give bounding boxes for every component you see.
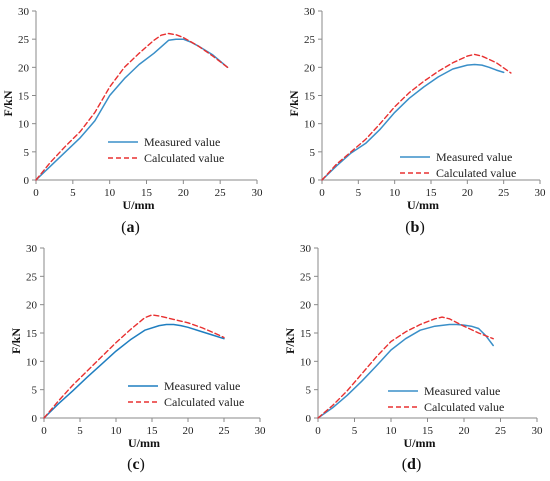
panel-label: (a) <box>121 219 140 236</box>
x-tick-label: 20 <box>459 425 471 437</box>
x-axis-label: U/mm <box>123 198 155 212</box>
y-tick-label: 15 <box>26 328 38 340</box>
x-axis-label: U/mm <box>407 198 439 212</box>
x-tick-label: 25 <box>495 425 507 437</box>
y-tick-label: 0 <box>306 413 312 425</box>
x-tick-label: 25 <box>215 187 227 199</box>
series-line-calculated <box>321 53 512 181</box>
x-tick-label: 0 <box>319 187 325 199</box>
x-tick-label: 5 <box>77 425 83 437</box>
x-axis-label: U/mm <box>404 436 436 450</box>
x-tick-label: 15 <box>147 425 159 437</box>
series-line-calculated <box>35 32 229 181</box>
y-tick-label: 15 <box>300 328 312 340</box>
x-tick-label: 10 <box>104 187 116 199</box>
x-tick-label: 0 <box>41 425 47 437</box>
y-tick-label: 25 <box>304 34 316 46</box>
legend: Measured value Calculated value <box>388 384 504 414</box>
y-tick-label: 5 <box>306 385 312 397</box>
y-axis-label: F/kN <box>283 328 297 354</box>
y-tick-label: 0 <box>24 175 30 187</box>
x-tick-label: 0 <box>33 187 39 199</box>
series-line-measured <box>321 63 505 181</box>
y-tick-label: 10 <box>304 119 316 131</box>
x-tick-label: 30 <box>532 425 544 437</box>
x-tick-label: 10 <box>111 425 123 437</box>
y-tick-label: 0 <box>310 175 316 187</box>
legend-label: Calculated value <box>424 400 504 414</box>
y-tick-label: 5 <box>32 385 38 397</box>
y-tick-label: 20 <box>300 300 312 312</box>
x-tick-label: 20 <box>183 425 195 437</box>
y-tick-label: 30 <box>26 243 38 255</box>
x-tick-label: 25 <box>498 187 510 199</box>
y-axis-label: F/kN <box>1 90 15 116</box>
legend-label: Measured value <box>436 150 512 164</box>
legend-label: Calculated value <box>436 166 516 180</box>
y-tick-label: 30 <box>300 243 312 255</box>
x-tick-label: 5 <box>356 187 362 199</box>
legend-label: Calculated value <box>164 395 244 409</box>
legend-label: Measured value <box>424 384 500 398</box>
series-line-calculated <box>43 314 225 419</box>
chart-panel-c: 0 5 10 15 20 25 30 0 5 10 15 20 25 30 U/mm F/kN Measured… <box>9 243 266 473</box>
legend-label: Measured value <box>144 135 220 149</box>
y-axis-label: F/kN <box>9 328 23 354</box>
y-tick-label: 5 <box>24 147 30 159</box>
y-tick-label: 10 <box>18 119 30 131</box>
y-tick-label: 25 <box>300 271 312 283</box>
legend-label: Calculated value <box>144 151 224 165</box>
y-tick-label: 25 <box>26 271 38 283</box>
y-tick-label: 10 <box>300 356 312 368</box>
y-tick-label: 5 <box>310 147 316 159</box>
panel-label: (d) <box>402 456 422 473</box>
x-tick-label: 5 <box>352 425 358 437</box>
x-tick-label: 15 <box>426 187 438 199</box>
series-line-calculated <box>317 316 494 419</box>
x-tick-label: 30 <box>255 425 267 437</box>
y-tick-label: 10 <box>26 356 38 368</box>
legend-label: Measured value <box>164 379 240 393</box>
legend: Measured value Calculated value <box>128 379 244 409</box>
y-tick-label: 20 <box>18 62 30 74</box>
y-tick-label: 20 <box>26 300 38 312</box>
x-tick-label: 30 <box>252 187 264 199</box>
y-tick-label: 15 <box>18 91 30 103</box>
y-tick-label: 20 <box>304 62 316 74</box>
series-line-measured <box>317 323 494 419</box>
panel-label: (b) <box>405 219 425 236</box>
x-tick-label: 20 <box>462 187 474 199</box>
y-tick-label: 30 <box>304 6 316 18</box>
series-line-measured <box>43 323 225 419</box>
x-tick-label: 15 <box>141 187 153 199</box>
legend: Measured value Calculated value <box>108 135 224 165</box>
x-axis-label: U/mm <box>128 436 160 450</box>
x-tick-label: 30 <box>535 187 547 199</box>
y-tick-label: 30 <box>18 6 30 18</box>
x-tick-label: 5 <box>70 187 76 199</box>
y-tick-label: 0 <box>32 413 38 425</box>
x-tick-label: 10 <box>389 187 401 199</box>
x-tick-label: 10 <box>386 425 398 437</box>
y-axis-label: F/kN <box>287 90 301 116</box>
y-tick-label: 25 <box>18 34 30 46</box>
x-tick-label: 25 <box>219 425 231 437</box>
legend: Measured value Calculated value <box>400 150 516 180</box>
y-tick-label: 15 <box>304 91 316 103</box>
x-tick-label: 15 <box>422 425 434 437</box>
panel-label: (c) <box>127 456 145 473</box>
chart-panel-d: 0 5 10 15 20 25 30 0 5 10 15 20 25 30 U/mm F/kN Measured… <box>283 243 543 473</box>
x-tick-label: 0 <box>315 425 321 437</box>
chart-panel-b: 0 5 10 15 20 25 30 0 5 10 15 20 25 30 U/mm F/kN Measured… <box>287 6 546 236</box>
chart-panel-a: 0 5 10 15 20 25 30 0 5 10 15 20 25 30 U/mm F/kN Measured… <box>1 6 263 236</box>
x-tick-label: 20 <box>178 187 190 199</box>
